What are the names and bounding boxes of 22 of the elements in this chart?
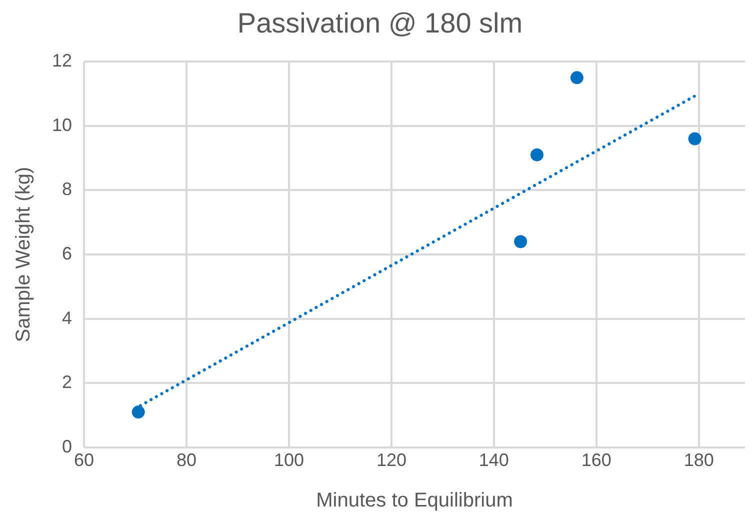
point	[132, 406, 145, 419]
x-tick-label: 60	[74, 450, 94, 470]
x-axis-title: Minutes to Equilibrium	[316, 490, 513, 512]
point	[530, 148, 544, 162]
y-tick-label: 4	[62, 308, 72, 328]
x-tick-label: 120	[376, 450, 406, 470]
y-axis-title: Sample Weight (kg)	[12, 166, 35, 342]
point	[570, 71, 584, 84]
y-tick-label: 12	[52, 50, 72, 71]
y-tick-label: 6	[62, 243, 72, 264]
x-tick-label: 80	[176, 450, 197, 470]
x-tick-label: 100	[274, 450, 304, 470]
x-tick-label: 140	[478, 450, 509, 470]
point	[514, 235, 528, 248]
y-tick-label: 2	[62, 372, 72, 392]
point	[688, 132, 702, 146]
chart-title: Passivation @ 180 slm	[237, 8, 523, 39]
y-tick-label: 8	[62, 179, 72, 200]
y-tick-label: 10	[52, 114, 72, 135]
x-tick-label: 160	[581, 450, 612, 470]
y-tick-label: 0	[62, 436, 72, 456]
x-tick-label: 180	[684, 450, 714, 470]
